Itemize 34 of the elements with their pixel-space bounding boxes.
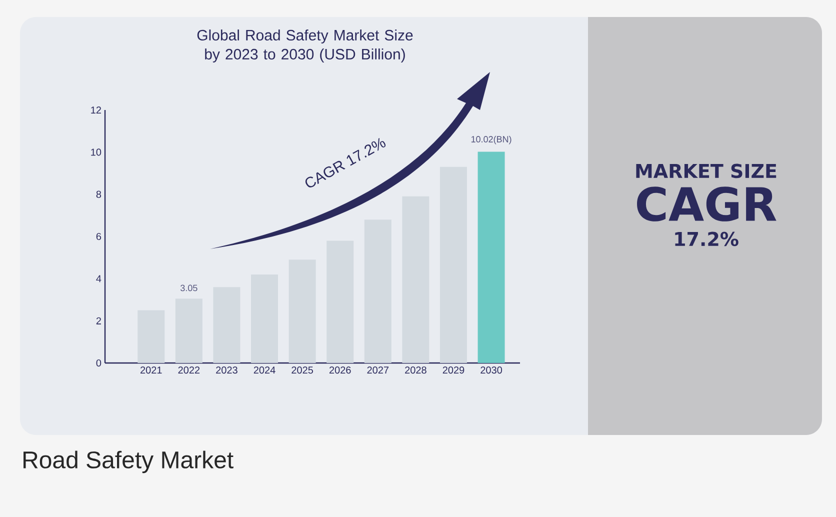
y-tick-label: 8 xyxy=(96,190,102,198)
text: MARKET SIZE xyxy=(636,164,776,178)
bar xyxy=(251,274,278,363)
y-tick-label: 2 xyxy=(96,317,101,324)
bar xyxy=(402,196,430,363)
data-label: 3.05 xyxy=(180,284,198,292)
x-tick-label: 2021 xyxy=(140,366,162,374)
text: Road Safety Market xyxy=(24,450,234,474)
y-tick-label: 12 xyxy=(91,106,101,114)
text: 17.2% xyxy=(675,232,738,246)
bar xyxy=(364,220,392,363)
y-tick-label: 0 xyxy=(96,359,102,367)
bar xyxy=(213,287,240,363)
x-tick-label: 2023 xyxy=(216,366,238,374)
y-tick-label: 6 xyxy=(96,232,102,240)
bar xyxy=(138,310,165,363)
bar xyxy=(288,260,316,363)
bar xyxy=(175,298,202,363)
x-tick-label: 2026 xyxy=(329,366,351,374)
y-tick-label: 10 xyxy=(91,148,102,156)
chart-title: Global Road Safety Market Size by 2023 to 2030 (USD Billion) xyxy=(197,30,413,62)
x-tick-label: 2027 xyxy=(367,366,389,374)
data-label: 10.02(BN) xyxy=(471,136,512,144)
x-tick-label: 2022 xyxy=(178,366,200,374)
x-tick-label: 2029 xyxy=(442,366,464,374)
x-tick-label: 2024 xyxy=(254,366,276,374)
x-tick-label: 2030 xyxy=(480,366,502,374)
x-tick-label: 2025 xyxy=(292,366,313,374)
y-tick-label: 4 xyxy=(96,275,102,282)
x-tick-label: 2028 xyxy=(405,366,426,374)
bar xyxy=(326,240,354,363)
bar xyxy=(440,166,467,363)
bar xyxy=(478,152,505,363)
text: CAGR xyxy=(637,186,776,222)
